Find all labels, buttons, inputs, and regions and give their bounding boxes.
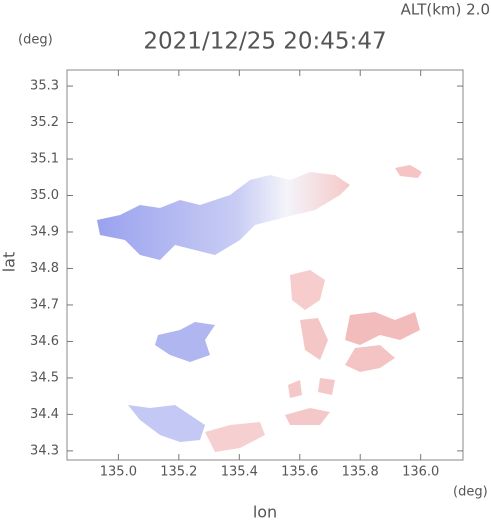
y-tick-label: 34.6 [30, 334, 59, 349]
y-tick-label: 35.1 [30, 152, 59, 167]
subtitle: ALT(km) 2.0 [401, 1, 490, 19]
y-tick-label: 34.5 [30, 370, 59, 385]
echo [205, 422, 265, 452]
y-tick-label: 35.0 [30, 188, 59, 203]
echo-field [97, 165, 422, 452]
echo [395, 165, 422, 178]
y-axis-label: lat [0, 252, 19, 273]
x-tick-label: 135.4 [221, 465, 258, 480]
echo [155, 322, 215, 362]
y-tick-label: 35.3 [30, 79, 59, 94]
y-unit: (deg) [18, 33, 53, 48]
x-unit: (deg) [453, 485, 488, 500]
echo [97, 172, 350, 260]
x-tick-label: 135.8 [342, 465, 379, 480]
echo [128, 405, 205, 442]
chart-title: 2021/12/25 20:45:47 [143, 29, 386, 55]
y-tick-label: 34.4 [30, 407, 59, 422]
echo [300, 318, 328, 360]
x-tick-label: 135.6 [281, 465, 318, 480]
x-tick-label: 136.0 [402, 465, 439, 480]
plot-frame [66, 69, 464, 461]
y-tick-label: 34.3 [30, 443, 59, 458]
x-axis-label: lon [253, 503, 277, 521]
y-tick-label: 34.9 [30, 224, 59, 239]
echo [285, 378, 335, 425]
y-tick-label: 34.8 [30, 261, 59, 276]
x-tick-label: 135.2 [160, 465, 197, 480]
echo [290, 270, 325, 310]
y-tick-label: 34.7 [30, 297, 59, 312]
y-tick-label: 35.2 [30, 115, 59, 130]
x-tick-label: 135.0 [100, 465, 137, 480]
echo [345, 312, 420, 345]
echo [345, 345, 395, 372]
